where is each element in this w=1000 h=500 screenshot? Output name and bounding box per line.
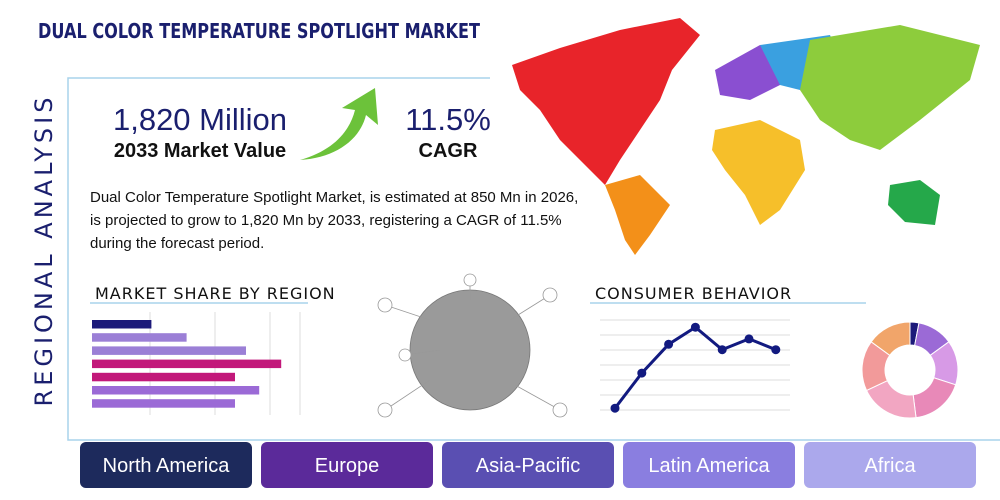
globe-network — [377, 273, 568, 418]
frame — [67, 77, 1000, 441]
region-tab-label[interactable]: North America — [103, 455, 231, 477]
stat-label: 2033 Market Value — [114, 140, 286, 162]
bar — [92, 386, 260, 395]
region-tab-label[interactable]: Asia-Pacific — [476, 455, 580, 477]
region-tab[interactable] — [804, 442, 976, 488]
point — [664, 339, 674, 349]
side-label: REGIONAL ANALYSIS — [30, 94, 58, 407]
region-tab[interactable] — [623, 442, 795, 488]
region-tab[interactable] — [442, 442, 614, 488]
region-tab-label[interactable]: Europe — [315, 455, 380, 477]
bar — [92, 333, 187, 342]
donut-segment — [870, 321, 911, 357]
growth-arrow — [300, 88, 378, 160]
donut-chart — [861, 321, 959, 419]
point — [610, 403, 620, 413]
point — [637, 368, 647, 378]
point — [690, 322, 700, 332]
region-tab-label[interactable]: Latin America — [648, 455, 770, 477]
donut-segment — [912, 377, 957, 419]
region-tab[interactable] — [261, 442, 433, 488]
point — [771, 345, 781, 355]
stat-label: CAGR — [419, 140, 478, 162]
region-tabs: North America Europe Asia-Pacific Latin Ame… — [80, 442, 976, 488]
bar — [92, 359, 282, 369]
description: Dual Color Temperature Spotlight Market,… — [90, 189, 579, 252]
line-chart — [600, 319, 790, 413]
world-map — [512, 18, 980, 255]
bar — [92, 346, 246, 355]
page-title: DUAL COLOR TEMPERATURE SPOTLIGHT MARKET — [38, 19, 480, 43]
region-tab[interactable] — [80, 442, 252, 488]
region-tab-label[interactable]: Africa — [864, 455, 916, 477]
stat-value: 11.5% — [405, 102, 491, 137]
stat-value: 1,820 Million — [113, 102, 287, 137]
section-title: MARKET SHARE BY REGION — [95, 284, 336, 303]
point — [744, 334, 754, 344]
bar — [92, 320, 152, 329]
point — [717, 345, 727, 355]
section-title: CONSUMER BEHAVIOR — [595, 284, 792, 303]
bar — [92, 372, 235, 382]
bar — [92, 399, 235, 408]
bar-chart — [92, 312, 301, 415]
